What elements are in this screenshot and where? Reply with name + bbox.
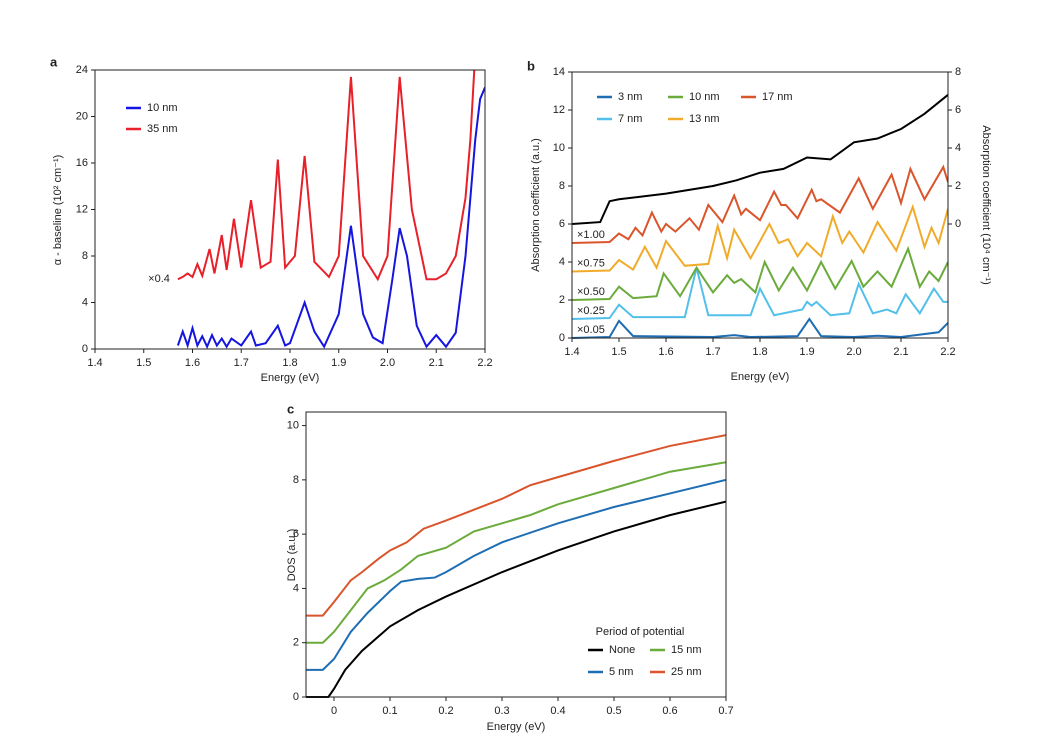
x-tick-label: 2.2 [477, 357, 492, 369]
y-tick-label: 12 [76, 203, 88, 215]
series-line [572, 94, 948, 225]
legend-title: Period of potential [596, 626, 685, 638]
y-axis-label: α - baseline (10² cm⁻¹) [52, 155, 64, 266]
series-line [572, 245, 948, 301]
y-tick-label: 0 [293, 691, 299, 703]
y-tick-label: 4 [293, 582, 299, 594]
series-line [176, 87, 485, 350]
x-axis-label: Energy (eV) [487, 721, 546, 733]
legend-label: 5 nm [609, 666, 633, 678]
y-axis-label: DOS (a.u.) [286, 529, 298, 582]
y-tick-label: 24 [76, 64, 88, 76]
plot-frame [571, 71, 949, 339]
legend-label: 10 nm [689, 91, 720, 103]
scale-label: ×0.50 [577, 286, 605, 298]
x-tick-label: 2.0 [380, 357, 395, 369]
panel-letter: c [287, 401, 294, 416]
legend-label: 17 nm [762, 91, 793, 103]
scale-label: ×0.75 [577, 257, 605, 269]
x-tick-label: 1.9 [799, 346, 814, 358]
x-tick-label: 2.2 [940, 346, 955, 358]
y2-tick-label: 0 [955, 218, 961, 230]
y-tick-label: 10 [287, 419, 299, 431]
y-tick-label: 6 [559, 218, 565, 230]
legend-label: 25 nm [671, 666, 702, 678]
y-tick-label: 4 [82, 296, 88, 308]
x-tick-label: 2.0 [846, 346, 861, 358]
x-tick-label: 1.8 [752, 346, 767, 358]
legend-label: 3 nm [618, 91, 642, 103]
y-tick-label: 8 [559, 180, 565, 192]
x-tick-label: 1.7 [705, 346, 720, 358]
series-line [572, 267, 948, 320]
x-tick-label: 1.7 [234, 357, 249, 369]
y2-tick-label: 6 [955, 104, 961, 116]
y-tick-label: 2 [293, 637, 299, 649]
x-tick-label: 0.5 [606, 705, 621, 717]
y-tick-label: 20 [76, 110, 88, 122]
x-tick-label: 1.6 [658, 346, 673, 358]
panel-letter: a [50, 54, 58, 69]
y2-tick-label: 2 [955, 180, 961, 192]
x-tick-label: 1.8 [282, 357, 297, 369]
legend-label: 10 nm [147, 102, 178, 114]
scale-label: ×0.25 [577, 305, 605, 317]
y-tick-label: 14 [553, 66, 565, 78]
x-tick-label: 0.7 [718, 705, 733, 717]
series-line [306, 500, 726, 698]
series-line [177, 69, 476, 282]
plot-frame [305, 411, 727, 698]
legend-label: 15 nm [671, 644, 702, 656]
x-tick-label: 0.4 [550, 705, 565, 717]
y2-tick-label: 8 [955, 66, 961, 78]
y2-tick-label: 4 [955, 142, 961, 154]
legend-label: 7 nm [618, 113, 642, 125]
series-line [306, 461, 726, 644]
y-axis-label: Absorption coefficient (a.u.) [530, 138, 542, 272]
x-tick-label: 0.6 [662, 705, 677, 717]
scale-label: ×0.05 [577, 324, 605, 336]
scale-label: ×0.4 [148, 273, 170, 285]
y2-axis-label: Absorption coefficient (10⁴ cm⁻¹) [980, 125, 992, 285]
series-line [572, 203, 948, 273]
x-tick-label: 1.9 [331, 357, 346, 369]
x-tick-label: 1.4 [87, 357, 102, 369]
x-axis-label: Energy (eV) [261, 372, 320, 384]
y-tick-label: 0 [82, 343, 88, 355]
plot-frame [94, 69, 486, 350]
y-tick-label: 0 [559, 332, 565, 344]
series-line [572, 164, 948, 244]
legend-label: None [609, 644, 635, 656]
legend-label: 13 nm [689, 113, 720, 125]
x-tick-label: 2.1 [429, 357, 444, 369]
y-tick-label: 6 [293, 528, 299, 540]
x-tick-label: 1.6 [185, 357, 200, 369]
series-line [306, 434, 726, 617]
x-tick-label: 0 [331, 705, 337, 717]
x-tick-label: 2.1 [893, 346, 908, 358]
scale-label: ×1.00 [577, 229, 605, 241]
y-tick-label: 8 [82, 250, 88, 262]
x-tick-label: 1.5 [136, 357, 151, 369]
y-tick-label: 4 [559, 256, 565, 268]
y-tick-label: 12 [553, 104, 565, 116]
legend-label: 35 nm [147, 123, 178, 135]
x-tick-label: 0.3 [494, 705, 509, 717]
y-tick-label: 8 [293, 474, 299, 486]
x-tick-label: 0.1 [382, 705, 397, 717]
x-tick-label: 1.5 [611, 346, 626, 358]
y-tick-label: 10 [553, 142, 565, 154]
series-line [572, 317, 948, 339]
x-tick-label: 1.4 [564, 346, 579, 358]
y-tick-label: 2 [559, 294, 565, 306]
panel-letter: b [527, 58, 535, 73]
x-axis-label: Energy (eV) [731, 371, 790, 383]
x-tick-label: 0.2 [438, 705, 453, 717]
series-line [306, 478, 726, 671]
y-tick-label: 16 [76, 157, 88, 169]
